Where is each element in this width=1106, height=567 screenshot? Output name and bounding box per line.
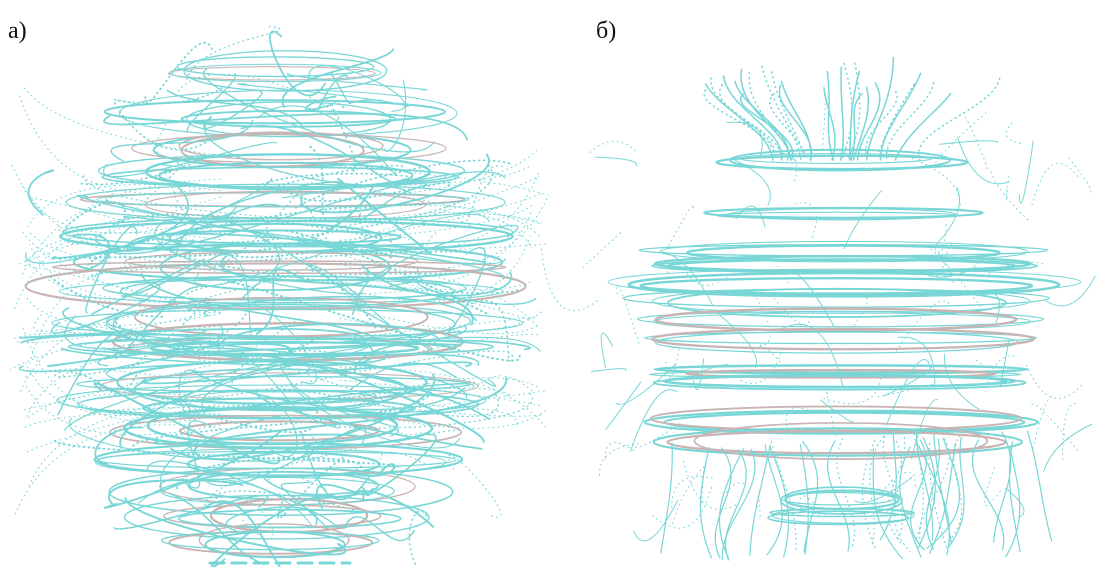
figure: а) б) bbox=[0, 0, 1106, 567]
panel-label: а) bbox=[8, 18, 27, 44]
panel-label: б) bbox=[596, 18, 616, 44]
